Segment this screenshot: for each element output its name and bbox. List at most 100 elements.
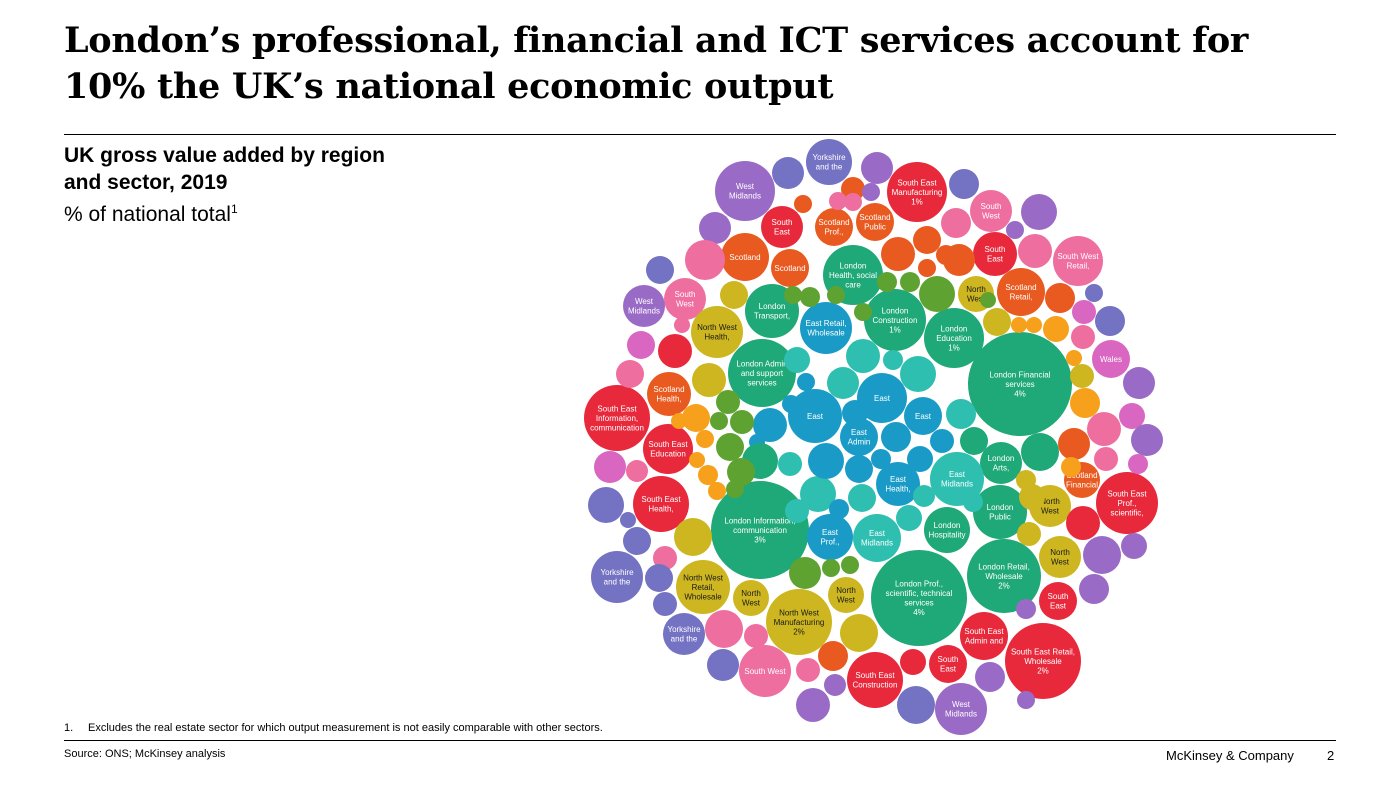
bubble-circle xyxy=(960,612,1008,660)
bubble-circle xyxy=(1131,424,1163,456)
bubble-label: North West Manufacturing 2% xyxy=(774,608,825,636)
bubble-circle xyxy=(676,560,730,614)
bubble xyxy=(716,433,744,461)
bubble-label-line: 1% xyxy=(889,325,901,334)
bubble-circle xyxy=(1085,284,1103,302)
bubble-labelled: East xyxy=(904,397,942,435)
bubble-label-line: South East xyxy=(641,495,681,504)
bubble-circle xyxy=(727,458,755,486)
bubble-circle xyxy=(900,356,936,392)
bubble-label-line: Prof., xyxy=(820,538,839,547)
bubble xyxy=(1095,306,1125,336)
bubble-label: North West xyxy=(741,589,761,608)
bubble-circle xyxy=(1021,433,1059,471)
bubble-circle xyxy=(900,272,920,292)
bubble-circle xyxy=(887,162,947,222)
bubble-label: Scotland Financial xyxy=(1066,471,1098,490)
bubble-labelled: Scotland xyxy=(771,249,809,287)
bubble-circle xyxy=(900,649,926,675)
bubble xyxy=(800,287,820,307)
bubble-circle xyxy=(1087,412,1121,446)
bubble-label: London Information, communication 3% xyxy=(724,516,795,544)
bubble-circle xyxy=(772,157,804,189)
bubble-circle xyxy=(896,505,922,531)
bubble-label: London Financial services 4% xyxy=(990,370,1051,398)
bubble-circle xyxy=(1072,300,1096,324)
bottom-divider xyxy=(64,740,1336,741)
bubble-label: East xyxy=(915,412,932,421)
bubble-circle xyxy=(800,476,836,512)
bubble-label: North West Retail, Wholesale xyxy=(683,573,724,601)
bubble xyxy=(881,422,911,452)
bubble-labelled: Yorkshire and the xyxy=(591,551,643,603)
bubble-labelled: London Admin and support services xyxy=(728,339,796,407)
bubble xyxy=(824,674,846,696)
bubble-label: South East Manufacturing 1% xyxy=(892,178,943,206)
bubble-circle xyxy=(861,152,893,184)
bubble-label: London Arts, xyxy=(988,454,1015,473)
footnote-text: Excludes the real estate sector for whic… xyxy=(88,722,603,734)
bubble xyxy=(897,686,935,724)
bubble-circle xyxy=(626,460,648,482)
bubble-circle xyxy=(946,399,976,429)
bubble-label-line: communication xyxy=(590,423,644,432)
bubble-circle xyxy=(705,610,743,648)
bubble-circle xyxy=(766,589,832,655)
bubble-label-line: services xyxy=(747,378,776,387)
bubble xyxy=(861,152,893,184)
bubble-label: London Admin and support services xyxy=(736,359,787,387)
bubble-circle xyxy=(847,652,903,708)
bubble xyxy=(1123,367,1155,399)
bubble-label-line: scientific, xyxy=(1111,508,1144,517)
bubble xyxy=(698,465,718,485)
page-number: 2 xyxy=(1327,748,1335,763)
bubble-label-line: services xyxy=(1005,380,1034,389)
bubble xyxy=(822,559,840,577)
bubble-circle xyxy=(1026,317,1042,333)
bubble xyxy=(645,564,673,592)
bubble-circle xyxy=(671,413,687,429)
bubble-label-line: Admin and xyxy=(965,637,1003,646)
bubble xyxy=(845,455,873,483)
bubble-circle xyxy=(685,240,725,280)
bubble-circle xyxy=(943,244,975,276)
bubble xyxy=(1131,424,1163,456)
bubble-circle xyxy=(930,429,954,453)
bubble-label-line: Wholesale xyxy=(1024,657,1062,666)
bubble-circle xyxy=(827,286,845,304)
bubble-circle xyxy=(645,564,673,592)
bubble xyxy=(1079,574,1109,604)
bubble-circle xyxy=(784,347,810,373)
bubble-label-line: 4% xyxy=(913,608,925,617)
bubble-label-line: 4% xyxy=(1014,389,1026,398)
bubble-label: Scotland Retail, xyxy=(1005,283,1036,302)
bubble-circle xyxy=(841,556,859,574)
bubble xyxy=(692,363,726,397)
bubble-label: London Transport, xyxy=(754,302,790,321)
bubble-label: South East Retail, Wholesale 2% xyxy=(1011,647,1075,675)
bubble-circle xyxy=(980,292,996,308)
bubble-label-line: North West xyxy=(779,608,820,617)
bubble-labelled: East xyxy=(788,389,842,443)
bubble-label-line: London Retail, xyxy=(978,562,1030,571)
bubble xyxy=(1083,536,1121,574)
bubble-circle xyxy=(1021,194,1057,230)
bubble xyxy=(699,212,731,244)
bubble-circle xyxy=(949,169,979,199)
bubble-circle xyxy=(1095,306,1125,336)
bubble-labelled: London Information, communication 3% xyxy=(711,481,809,579)
bubble-circle xyxy=(1017,691,1035,709)
bubble xyxy=(1070,388,1100,418)
bubble xyxy=(796,688,830,722)
bubble-circle xyxy=(784,286,802,304)
bubble-circle xyxy=(883,350,903,370)
bubble-circle xyxy=(733,580,769,616)
bubble-label-line: scientific, technical xyxy=(886,589,953,598)
bubble-label: West Midlands xyxy=(729,182,761,201)
bubble xyxy=(913,226,941,254)
bubble-label-line: Education xyxy=(936,334,972,343)
bubble-labelled: East Prof., xyxy=(807,514,853,560)
bubble-circle xyxy=(794,195,812,213)
bubble-label: East xyxy=(807,412,824,421)
bubble-circle xyxy=(815,208,853,246)
